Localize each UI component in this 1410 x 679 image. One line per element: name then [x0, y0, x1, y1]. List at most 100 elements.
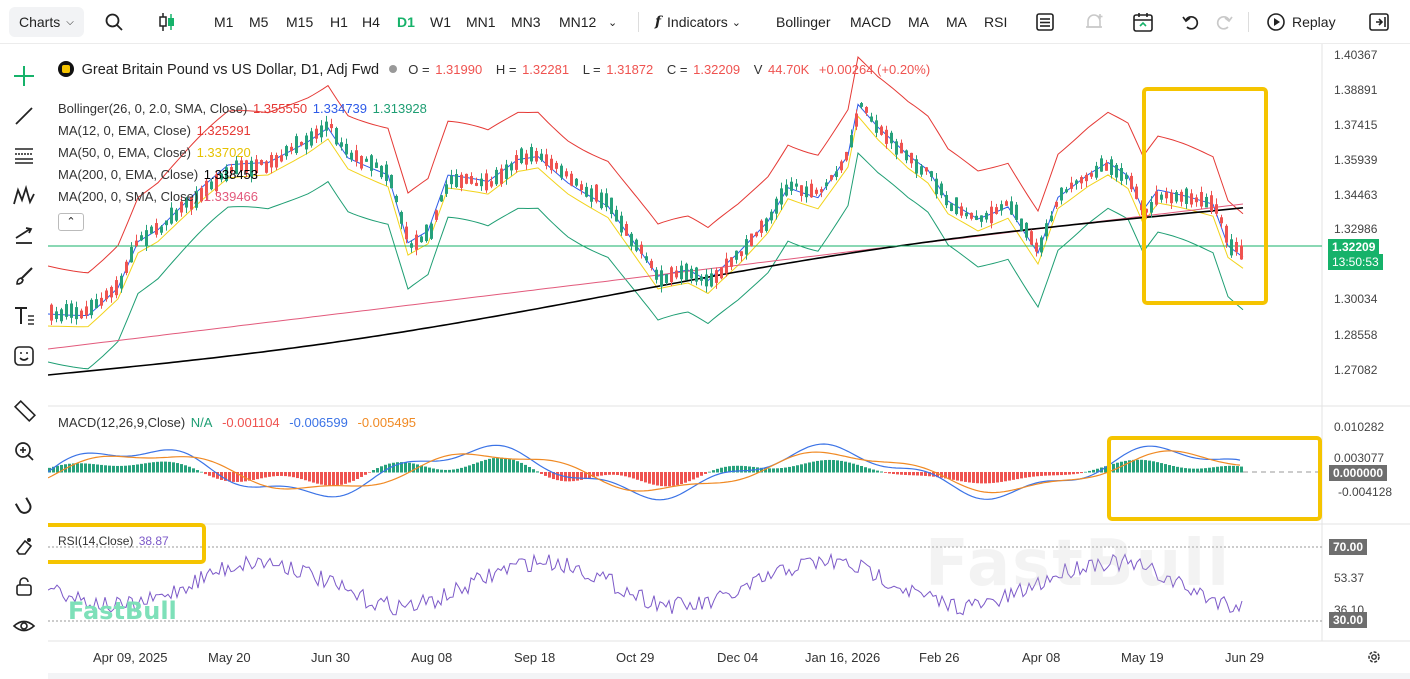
date-axis-label: Jan 16, 2026 [805, 650, 881, 665]
collapse-panel-icon[interactable] [1368, 0, 1390, 44]
timeframe-m15[interactable]: M15 [286, 14, 314, 30]
replay-button[interactable]: Replay [1266, 0, 1336, 44]
top-toolbar: Charts ⌵ M1 M5 M15 H1 H4 D1 W1 MN1 MN3 M… [0, 0, 1410, 44]
timeframe-h4[interactable]: H4 [362, 14, 380, 30]
candle-body [540, 153, 543, 161]
macd-histogram-bar [1032, 472, 1035, 477]
candle-body [695, 267, 698, 282]
macd-legend[interactable]: MACD(12,26,9,Close) N/A -0.001104 -0.006… [58, 415, 418, 430]
macd-histogram-bar [160, 461, 163, 473]
zoom-in-icon[interactable] [10, 437, 38, 465]
macd-histogram-bar [1120, 461, 1123, 473]
macd-histogram-bar [212, 472, 215, 478]
quick-indicator-macd[interactable]: MACD [850, 14, 892, 30]
macd-histogram-bar [740, 465, 743, 473]
candlestick-type-icon[interactable] [157, 0, 177, 44]
timeframe-mn3[interactable]: MN3 [511, 14, 541, 30]
projection-icon[interactable] [10, 221, 38, 249]
layout-icon[interactable] [1035, 0, 1055, 44]
macd-histogram-bar [576, 472, 579, 481]
macd-histogram-bar [192, 468, 195, 473]
candle-body [995, 207, 998, 214]
chevron-down-icon: ⌄ [731, 16, 741, 29]
calendar-icon[interactable] [1132, 0, 1154, 44]
magnet-icon[interactable] [10, 492, 38, 520]
crosshair-icon[interactable] [10, 62, 38, 90]
macd-histogram-bar [276, 472, 279, 477]
macd-histogram-bar [124, 465, 127, 473]
timeframe-m5[interactable]: M5 [249, 14, 269, 30]
timeframe-h1[interactable]: H1 [330, 14, 348, 30]
timeframe-mn1[interactable]: MN1 [466, 14, 496, 30]
candle-body [860, 103, 863, 107]
macd-histogram-bar [660, 472, 663, 487]
quick-indicator-bollinger[interactable]: Bollinger [776, 14, 831, 30]
lock-icon[interactable] [10, 572, 38, 600]
eye-icon[interactable] [10, 612, 38, 640]
macd-histogram-bar [644, 472, 647, 483]
macd-histogram-bar [964, 472, 967, 482]
candle-body [775, 198, 778, 214]
macd-histogram-bar [1104, 466, 1107, 473]
brush-icon[interactable] [10, 262, 38, 290]
ma50-legend[interactable]: MA(50, 0, EMA, Close) 1.337020 [58, 145, 253, 160]
candle-body [475, 182, 478, 186]
quick-indicator-rsi[interactable]: RSI [984, 14, 1008, 30]
settings-gear-icon[interactable] [1366, 649, 1382, 670]
timeframe-m1[interactable]: M1 [214, 14, 234, 30]
macd-histogram-bar [712, 470, 715, 473]
search-icon[interactable] [104, 0, 124, 44]
pattern-icon[interactable] [10, 182, 38, 210]
candle-body [470, 176, 473, 184]
timeframe-mn12[interactable]: MN12 [559, 14, 597, 30]
macd-histogram-bar [852, 463, 855, 473]
macd-histogram-bar [784, 467, 787, 473]
ema200-legend[interactable]: MA(200, 0, EMA, Close) 1.338453 [58, 167, 260, 182]
macd-histogram-bar [244, 472, 247, 482]
macd-histogram-bar [400, 462, 403, 473]
timeframe-d1[interactable]: D1 [397, 14, 415, 30]
eraser-icon[interactable] [10, 532, 38, 560]
macd-histogram-bar [1196, 468, 1199, 473]
bollinger-legend[interactable]: Bollinger(26, 0, 2.0, SMA, Close) 1.3555… [58, 101, 429, 116]
candle-body [65, 304, 68, 317]
candle-body [290, 146, 293, 151]
macd-histogram-bar [296, 472, 299, 479]
ruler-icon[interactable] [10, 397, 38, 425]
macd-histogram-bar [1112, 463, 1115, 473]
candle-body [345, 143, 348, 155]
horizontal-lines-icon[interactable] [10, 141, 38, 169]
price-chart[interactable] [48, 44, 1410, 679]
indicators-button[interactable]: f Indicators ⌄ [655, 0, 741, 44]
redo-icon[interactable] [1214, 0, 1234, 44]
macd-histogram-bar [1220, 466, 1223, 473]
chevron-up-icon[interactable]: ⌃ [58, 213, 84, 231]
ma12-legend[interactable]: MA(12, 0, EMA, Close) 1.325291 [58, 123, 253, 138]
emoji-icon[interactable] [10, 342, 38, 370]
macd-histogram-bar [372, 470, 375, 473]
quick-indicator-ma[interactable]: MA [908, 14, 929, 30]
timeframe-w1[interactable]: W1 [430, 14, 451, 30]
macd-histogram-bar [652, 472, 655, 485]
charts-menu-button[interactable]: Charts ⌵ [9, 7, 84, 37]
timeframe-more-chevron-icon[interactable]: ⌄ [608, 16, 618, 29]
macd-histogram-bar [92, 464, 95, 473]
candle-body [135, 240, 138, 246]
trend-line-icon[interactable] [10, 102, 38, 130]
alert-bell-icon[interactable] [1083, 0, 1105, 44]
candle-body [60, 309, 63, 322]
macd-histogram-bar [648, 472, 651, 484]
macd-histogram-bar [908, 472, 911, 476]
text-tool-icon[interactable] [10, 302, 38, 330]
macd-histogram-bar [544, 472, 547, 476]
undo-icon[interactable] [1181, 0, 1201, 44]
volume-label: V [753, 62, 763, 77]
macd-histogram-bar [52, 466, 55, 473]
rsi-legend[interactable]: RSI(14,Close) 38.87 [58, 534, 171, 548]
date-axis-label: Jun 30 [311, 650, 351, 665]
macd-histogram-bar [920, 472, 923, 476]
macd-histogram-bar [772, 468, 775, 473]
sma200-legend[interactable]: MA(200, 0, SMA, Close) 1.339466 [58, 189, 260, 204]
quick-indicator-ma-2[interactable]: MA [946, 14, 967, 30]
macd-histogram-bar [600, 472, 603, 476]
